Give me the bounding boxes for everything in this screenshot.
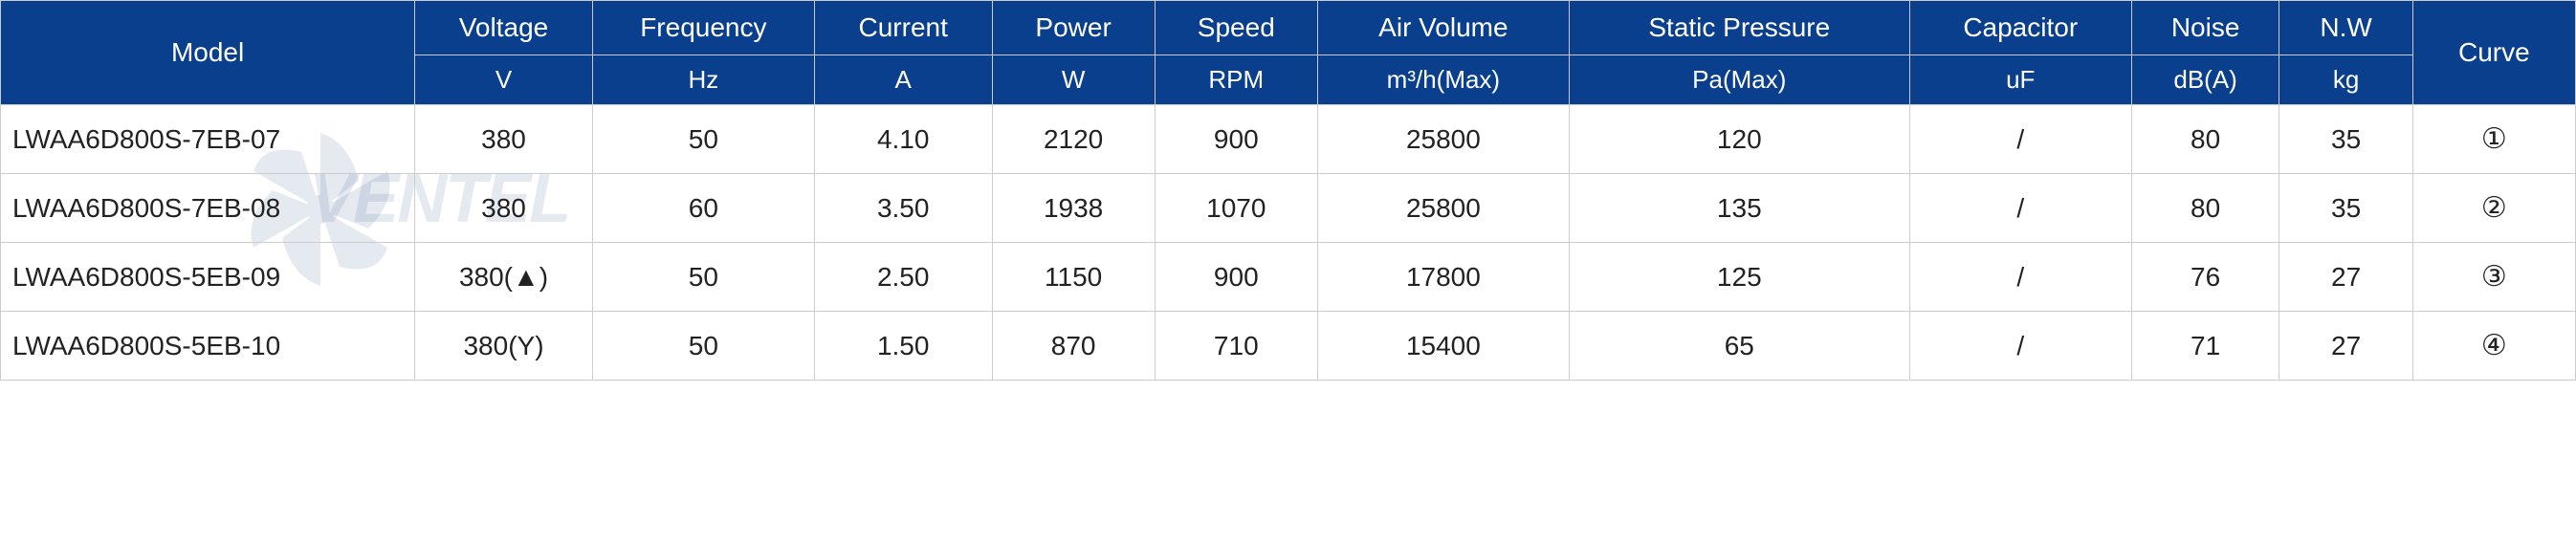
cell-airvolume: 25800 [1317, 174, 1569, 243]
unit-voltage: V [415, 55, 593, 105]
cell-frequency: 60 [592, 174, 814, 243]
cell-pressure: 120 [1569, 105, 1909, 174]
cell-voltage: 380(▲) [415, 243, 593, 312]
cell-pressure: 125 [1569, 243, 1909, 312]
header-voltage: Voltage [415, 1, 593, 55]
cell-curve: ③ [2412, 243, 2575, 312]
unit-noise: dB(A) [2131, 55, 2279, 105]
cell-pressure: 135 [1569, 174, 1909, 243]
cell-curve: ① [2412, 105, 2575, 174]
header-noise: Noise [2131, 1, 2279, 55]
cell-model: LWAA6D800S-7EB-07 [1, 105, 415, 174]
unit-speed: RPM [1155, 55, 1317, 105]
cell-current: 2.50 [814, 243, 992, 312]
cell-nw: 27 [2279, 243, 2412, 312]
cell-noise: 71 [2131, 312, 2279, 381]
header-power: Power [992, 1, 1155, 55]
cell-frequency: 50 [592, 312, 814, 381]
cell-power: 1150 [992, 243, 1155, 312]
cell-noise: 80 [2131, 105, 2279, 174]
cell-curve: ② [2412, 174, 2575, 243]
unit-frequency: Hz [592, 55, 814, 105]
table-body: LWAA6D800S-7EB-07 380 50 4.10 2120 900 2… [1, 105, 2576, 381]
cell-pressure: 65 [1569, 312, 1909, 381]
header-model: Model [1, 1, 415, 105]
cell-voltage: 380(Y) [415, 312, 593, 381]
cell-airvolume: 17800 [1317, 243, 1569, 312]
unit-pressure: Pa(Max) [1569, 55, 1909, 105]
cell-airvolume: 25800 [1317, 105, 1569, 174]
header-row-1: Model Voltage Frequency Current Power Sp… [1, 1, 2576, 55]
header-speed: Speed [1155, 1, 1317, 55]
unit-airvolume: m³/h(Max) [1317, 55, 1569, 105]
header-capacitor: Capacitor [1909, 1, 2131, 55]
cell-curve: ④ [2412, 312, 2575, 381]
table-row: LWAA6D800S-5EB-10 380(Y) 50 1.50 870 710… [1, 312, 2576, 381]
cell-capacitor: / [1909, 174, 2131, 243]
cell-power: 870 [992, 312, 1155, 381]
header-current: Current [814, 1, 992, 55]
cell-model: LWAA6D800S-5EB-10 [1, 312, 415, 381]
unit-capacitor: uF [1909, 55, 2131, 105]
table-row: LWAA6D800S-5EB-09 380(▲) 50 2.50 1150 90… [1, 243, 2576, 312]
cell-speed: 900 [1155, 243, 1317, 312]
header-pressure: Static Pressure [1569, 1, 1909, 55]
cell-speed: 710 [1155, 312, 1317, 381]
cell-model: LWAA6D800S-7EB-08 [1, 174, 415, 243]
header-nw: N.W [2279, 1, 2412, 55]
cell-speed: 900 [1155, 105, 1317, 174]
cell-nw: 35 [2279, 174, 2412, 243]
cell-noise: 76 [2131, 243, 2279, 312]
cell-current: 3.50 [814, 174, 992, 243]
unit-nw: kg [2279, 55, 2412, 105]
cell-power: 1938 [992, 174, 1155, 243]
cell-airvolume: 15400 [1317, 312, 1569, 381]
cell-nw: 35 [2279, 105, 2412, 174]
cell-frequency: 50 [592, 243, 814, 312]
spec-table: Model Voltage Frequency Current Power Sp… [0, 0, 2576, 381]
table-row: LWAA6D800S-7EB-07 380 50 4.10 2120 900 2… [1, 105, 2576, 174]
cell-power: 2120 [992, 105, 1155, 174]
unit-current: A [814, 55, 992, 105]
cell-capacitor: / [1909, 312, 2131, 381]
cell-capacitor: / [1909, 105, 2131, 174]
cell-voltage: 380 [415, 105, 593, 174]
cell-model: LWAA6D800S-5EB-09 [1, 243, 415, 312]
cell-noise: 80 [2131, 174, 2279, 243]
header-airvolume: Air Volume [1317, 1, 1569, 55]
cell-frequency: 50 [592, 105, 814, 174]
unit-power: W [992, 55, 1155, 105]
table-row: LWAA6D800S-7EB-08 380 60 3.50 1938 1070 … [1, 174, 2576, 243]
cell-current: 4.10 [814, 105, 992, 174]
cell-capacitor: / [1909, 243, 2131, 312]
header-curve: Curve [2412, 1, 2575, 105]
header-frequency: Frequency [592, 1, 814, 55]
cell-nw: 27 [2279, 312, 2412, 381]
spec-table-container: VENTEL Model Voltage Frequency Current P… [0, 0, 2576, 381]
cell-current: 1.50 [814, 312, 992, 381]
cell-voltage: 380 [415, 174, 593, 243]
cell-speed: 1070 [1155, 174, 1317, 243]
